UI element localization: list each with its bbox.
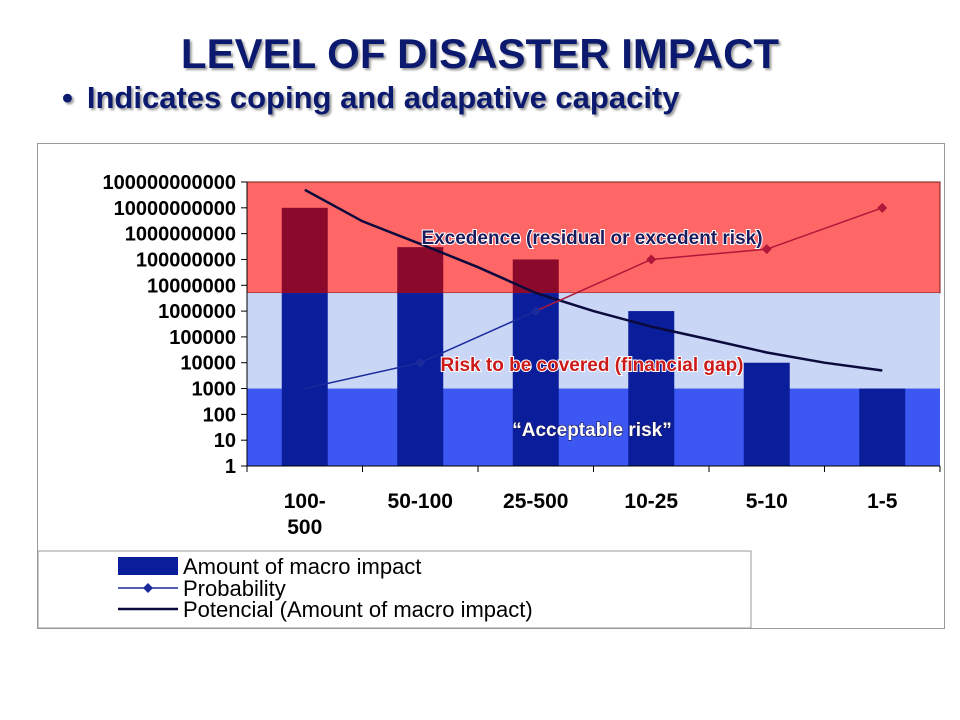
x-tick-label: 25-500	[503, 490, 568, 513]
probability-line-segment	[304, 361, 421, 390]
y-tick-label: 1000	[192, 379, 237, 401]
zone-label: Risk to be covered (financial gap)	[440, 355, 743, 376]
y-tick-label: 10000000000	[114, 198, 236, 220]
y-tick-label: 10	[214, 430, 236, 452]
y-tick-label: 10000	[180, 353, 236, 375]
legend-label: Potencial (Amount of macro impact)	[183, 597, 533, 622]
x-tick-label: 1-5	[867, 490, 898, 513]
zone-band	[246, 181, 941, 294]
x-tick-label: 50-100	[388, 490, 453, 513]
legend-label: Probability	[183, 576, 286, 601]
zone-label: Excedence (residual or excedent risk)	[421, 228, 762, 249]
bar	[743, 362, 790, 466]
probability-marker	[415, 357, 426, 368]
legend-swatch-bar	[118, 557, 178, 575]
probability-line-segment	[766, 207, 883, 250]
risk-zones	[246, 181, 941, 466]
y-tick-label: 100	[203, 404, 236, 426]
x-tick-label: 10-25	[624, 490, 678, 513]
zone-labels: Excedence (residual or excedent risk) Ris…	[420, 227, 763, 442]
x-tick-label: 100-500	[284, 490, 326, 539]
page-title: LEVEL OF DISASTER IMPACT	[180, 30, 780, 77]
probability-line-segment	[651, 248, 767, 261]
subtitle-text: Indicates coping and adapative capacity	[86, 80, 680, 115]
bar	[281, 293, 328, 466]
y-tick-label: 100000000000	[103, 172, 236, 194]
bullet-symbol: •	[62, 80, 73, 115]
bar-upper-segment	[281, 207, 328, 294]
zone-band	[247, 293, 940, 389]
probability-marker	[530, 306, 541, 317]
y-tick-label: 1000000	[158, 301, 236, 323]
probability-marker	[877, 202, 888, 213]
bar-upper-segment	[397, 247, 444, 294]
y-tick-label: 1	[225, 456, 236, 478]
legend: Amount of macro impactProbabilityPotenci…	[37, 550, 752, 629]
lines	[304, 188, 888, 390]
bar	[397, 293, 444, 466]
probability-line-segment	[535, 258, 652, 312]
x-tick-label: 5-10	[746, 490, 788, 513]
bar	[512, 293, 559, 466]
y-tick-label: 100000000	[136, 249, 236, 271]
legend-marker-probability	[143, 583, 153, 593]
probability-marker	[761, 244, 772, 255]
zone-band	[247, 388, 940, 466]
probability-marker	[646, 254, 657, 265]
y-tick-label: 10000000	[147, 275, 236, 297]
y-tick-label: 1000000000	[125, 224, 236, 246]
subtitle-bullet: • Indicates coping and adapative capacity	[62, 80, 680, 116]
legend-label: Amount of macro impact	[183, 554, 421, 579]
y-tick-label: 100000	[169, 327, 236, 349]
bar	[628, 311, 675, 466]
bar-upper-segment	[512, 259, 559, 294]
zone-label: “Acceptable risk”	[512, 420, 671, 441]
bar	[859, 388, 906, 466]
axes: 1 10 100 1000 10000 100000 1000000 10000000 1000…	[103, 172, 941, 539]
bars	[281, 207, 906, 466]
probability-line-segment	[419, 310, 537, 364]
potencial-trendline	[304, 188, 883, 372]
